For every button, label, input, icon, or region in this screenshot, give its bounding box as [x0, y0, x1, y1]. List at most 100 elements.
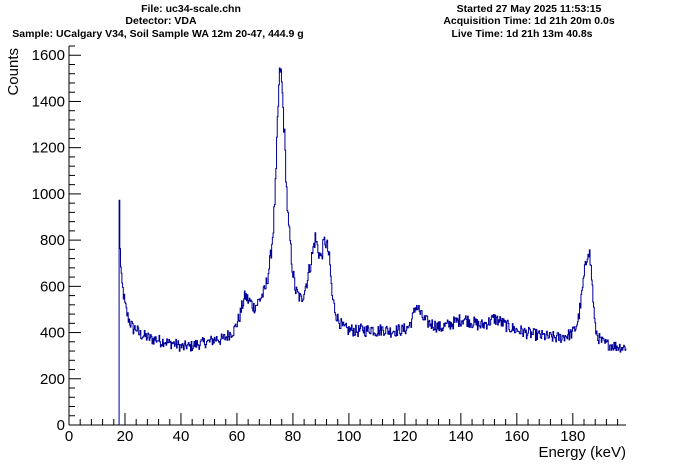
spectrum-point [259, 300, 260, 301]
spectrum-point [298, 295, 299, 296]
spectrum-point [304, 290, 305, 291]
spectrum-point [284, 136, 285, 137]
spectrum-point [183, 347, 184, 348]
x-tick-label: 180 [560, 428, 585, 445]
spectrum-point [294, 281, 295, 282]
spectrum-point [418, 309, 419, 310]
spectrum-point [220, 339, 221, 340]
spectrum-point [228, 334, 229, 335]
spectrum-point [511, 327, 512, 328]
header-file: File: uc34-scale.chn [141, 3, 241, 15]
spectrum-point [292, 272, 293, 273]
spectrum-point [295, 290, 296, 291]
spectrum-point [558, 337, 559, 338]
spectrum-point [253, 307, 254, 308]
spectrum-point [407, 327, 408, 328]
y-axis-title: Counts [5, 48, 22, 96]
spectrum-point [189, 346, 190, 347]
x-tick-label: 20 [117, 428, 134, 445]
spectrum-point [533, 334, 534, 335]
spectrum-point [508, 326, 509, 327]
spectrum-point [280, 66, 281, 67]
spectrum-point [121, 281, 122, 282]
spectrum-point [371, 328, 372, 329]
spectrum-point [488, 322, 489, 323]
spectrum-point [287, 205, 288, 206]
spectrum-point [222, 338, 223, 339]
spectrum-point [169, 343, 170, 344]
header-started: Started 27 May 2025 11:53:15 [457, 3, 602, 15]
spectrum-point [590, 267, 591, 268]
spectrum-point [362, 328, 363, 329]
spectrum-point [211, 340, 212, 341]
spectrum-point [457, 320, 458, 321]
spectrum-point [522, 331, 523, 332]
spectrum-point [525, 332, 526, 333]
spectrum-point [323, 244, 324, 245]
spectrum-point [399, 329, 400, 330]
spectrum-point [544, 336, 545, 337]
spectrum-point [609, 344, 610, 345]
spectrum-point [301, 300, 302, 301]
spectrum-point [278, 89, 279, 90]
spectrum-point [282, 96, 283, 97]
spectrum-point [180, 346, 181, 347]
spectrum-point [330, 274, 331, 275]
spectrum-point [471, 322, 472, 323]
spectrum-point [435, 325, 436, 326]
x-tick-label: 160 [504, 428, 529, 445]
spectrum-point [466, 319, 467, 320]
spectrum-point [290, 240, 291, 241]
spectrum-point [368, 329, 369, 330]
spectrum-point [326, 244, 327, 245]
series-layer [118, 66, 627, 425]
spectrum-point [446, 325, 447, 326]
y-tick-label: 800 [40, 232, 65, 249]
spectrum-point [124, 304, 125, 305]
spectrum-point [401, 330, 402, 331]
spectrum-point [136, 327, 137, 328]
spectrum-point [318, 249, 319, 250]
spectrum-point [483, 324, 484, 325]
x-tick-label: 0 [65, 428, 73, 445]
spectrum-point [144, 335, 145, 336]
spectrum-point [393, 330, 394, 331]
spectrum-point [541, 335, 542, 336]
spectrum-point [214, 339, 215, 340]
spectrum-point [119, 216, 120, 217]
spectrum-point [360, 330, 361, 331]
spectrum-point [225, 337, 226, 338]
spectrum-point [158, 339, 159, 340]
spectrum-point [256, 304, 257, 305]
spectrum-point [351, 329, 352, 330]
spectrum-point [141, 334, 142, 335]
spectrum-point [217, 338, 218, 339]
spectrum-point [239, 316, 240, 317]
spectrum-point [421, 316, 422, 317]
spectrum-point [354, 330, 355, 331]
y-tick-label: 0 [57, 417, 65, 434]
spectrum-point [234, 330, 235, 331]
spectrum-point [315, 237, 316, 238]
spectrum-point [463, 318, 464, 319]
spectrum-point [586, 258, 587, 259]
spectrum-point [555, 337, 556, 338]
spectrum-point [527, 332, 528, 333]
spectrum-point [262, 295, 263, 296]
spectrum-point [236, 323, 237, 324]
spectrum-point [460, 319, 461, 320]
x-tick-label: 60 [229, 428, 246, 445]
spectrum-point [327, 249, 328, 250]
spectrum-point [329, 258, 330, 259]
spectrum-point [166, 342, 167, 343]
spectrum-point [396, 330, 397, 331]
spectrum-point [410, 323, 411, 324]
spectrum-point [536, 334, 537, 335]
spectrum-point [161, 341, 162, 342]
spectrum-point [441, 327, 442, 328]
spectrum-point [424, 319, 425, 320]
spectrum-point [494, 318, 495, 319]
spectrum-point [561, 337, 562, 338]
spectrum-point [267, 277, 268, 278]
